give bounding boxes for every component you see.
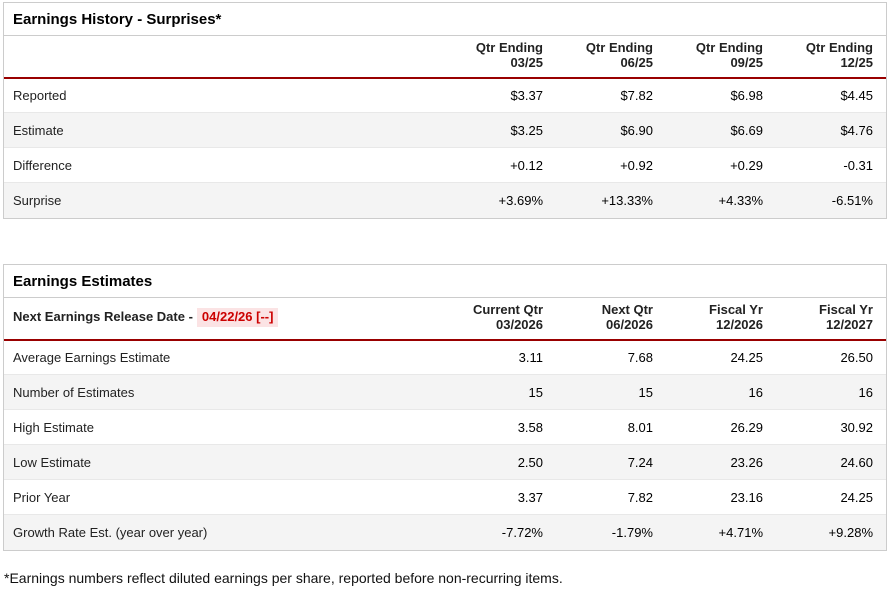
history-col-header-4: Qtr Ending 12/25 xyxy=(776,36,886,79)
cell-value: 24.25 xyxy=(776,479,886,516)
earnings-estimates-title: Earnings Estimates xyxy=(4,265,886,298)
cell-value: +0.92 xyxy=(556,147,666,184)
row-label: Number of Estimates xyxy=(4,374,446,411)
cell-value: 24.25 xyxy=(666,339,776,376)
col-header-line2: 12/25 xyxy=(840,54,873,70)
cell-value: $7.82 xyxy=(556,77,666,114)
earnings-estimates-table: Earnings Estimates Next Earnings Release… xyxy=(3,263,887,551)
cell-value: 23.26 xyxy=(666,444,776,481)
table-row: High Estimate 3.58 8.01 26.29 30.92 xyxy=(4,409,886,446)
col-header-line2: 12/2026 xyxy=(716,316,763,332)
row-label: Low Estimate xyxy=(4,444,446,481)
cell-value: $3.25 xyxy=(446,112,556,149)
earnings-history-grid: Qtr Ending 03/25 Qtr Ending 06/25 Qtr Endi… xyxy=(4,36,886,218)
col-header-line1: Qtr Ending xyxy=(805,40,873,55)
cell-value: 26.29 xyxy=(666,409,776,446)
col-header-line1: Next Qtr xyxy=(601,301,653,317)
cell-value: 16 xyxy=(776,374,886,411)
cell-value: +0.12 xyxy=(446,147,556,184)
row-label: Surprise xyxy=(4,182,446,218)
estimates-col-header-3: Fiscal Yr 12/2026 xyxy=(666,297,776,341)
cell-value: 7.24 xyxy=(556,444,666,481)
col-header-line2: 12/2027 xyxy=(826,316,873,332)
row-label: Average Earnings Estimate xyxy=(4,339,446,376)
cell-value: +4.33% xyxy=(666,182,776,218)
col-header-line1: Fiscal Yr xyxy=(819,301,873,317)
estimates-header-row: Next Earnings Release Date -04/22/26 [--… xyxy=(4,297,886,341)
cell-value: -0.31 xyxy=(776,147,886,184)
col-header-line2: 03/25 xyxy=(510,54,543,70)
next-earnings-release: Next Earnings Release Date -04/22/26 [--… xyxy=(4,297,446,341)
cell-value: +3.69% xyxy=(446,182,556,218)
row-label: Estimate xyxy=(4,112,446,149)
history-col-header-3: Qtr Ending 09/25 xyxy=(666,36,776,79)
cell-value: -6.51% xyxy=(776,182,886,218)
history-col-header-2: Qtr Ending 06/25 xyxy=(556,36,666,79)
cell-value: 15 xyxy=(556,374,666,411)
col-header-line1: Qtr Ending xyxy=(585,40,653,55)
cell-value: +9.28% xyxy=(776,514,886,550)
table-row: Number of Estimates 15 15 16 16 xyxy=(4,374,886,411)
table-row: Average Earnings Estimate 3.11 7.68 24.2… xyxy=(4,339,886,376)
cell-value: 24.60 xyxy=(776,444,886,481)
table-row: Low Estimate 2.50 7.24 23.26 24.60 xyxy=(4,444,886,481)
cell-value: 30.92 xyxy=(776,409,886,446)
cell-value: $6.69 xyxy=(666,112,776,149)
table-row: Difference +0.12 +0.92 +0.29 -0.31 xyxy=(4,147,886,184)
cell-value: 8.01 xyxy=(556,409,666,446)
history-header-row: Qtr Ending 03/25 Qtr Ending 06/25 Qtr Endi… xyxy=(4,36,886,79)
cell-value: 3.58 xyxy=(446,409,556,446)
cell-value: -1.79% xyxy=(556,514,666,550)
cell-value: 26.50 xyxy=(776,339,886,376)
estimates-col-header-1: Current Qtr 03/2026 xyxy=(446,297,556,341)
col-header-line1: Qtr Ending xyxy=(475,40,543,55)
row-label: Reported xyxy=(4,77,446,114)
col-header-line1: Fiscal Yr xyxy=(709,301,763,317)
cell-value: +4.71% xyxy=(666,514,776,550)
table-row: Prior Year 3.37 7.82 23.16 24.25 xyxy=(4,479,886,516)
col-header-line2: 09/25 xyxy=(730,54,763,70)
row-label: Prior Year xyxy=(4,479,446,516)
table-row: Growth Rate Est. (year over year) -7.72%… xyxy=(4,514,886,550)
cell-value: $4.45 xyxy=(776,77,886,114)
cell-value: +0.29 xyxy=(666,147,776,184)
cell-value: $6.90 xyxy=(556,112,666,149)
history-col-header-1: Qtr Ending 03/25 xyxy=(446,36,556,79)
earnings-history-title: Earnings History - Surprises* xyxy=(4,3,886,36)
cell-value: 3.11 xyxy=(446,339,556,376)
col-header-line1: Current Qtr xyxy=(472,301,543,317)
cell-value: 2.50 xyxy=(446,444,556,481)
col-header-line2: 06/25 xyxy=(620,54,653,70)
cell-value: 7.68 xyxy=(556,339,666,376)
table-row: Estimate $3.25 $6.90 $6.69 $4.76 xyxy=(4,112,886,149)
earnings-footnote: *Earnings numbers reflect diluted earnin… xyxy=(4,569,563,586)
release-date-badge: 04/22/26 [--] xyxy=(196,308,279,328)
cell-value: $3.37 xyxy=(446,77,556,114)
cell-value: 3.37 xyxy=(446,479,556,516)
row-label: High Estimate xyxy=(4,409,446,446)
cell-value: 7.82 xyxy=(556,479,666,516)
cell-value: -7.72% xyxy=(446,514,556,550)
table-row: Reported $3.37 $7.82 $6.98 $4.45 xyxy=(4,77,886,114)
row-label: Growth Rate Est. (year over year) xyxy=(4,514,446,550)
estimates-col-header-4: Fiscal Yr 12/2027 xyxy=(776,297,886,341)
earnings-estimates-grid: Next Earnings Release Date -04/22/26 [--… xyxy=(4,297,886,550)
table-row: Surprise +3.69% +13.33% +4.33% -6.51% xyxy=(4,182,886,218)
col-header-line1: Qtr Ending xyxy=(695,40,763,55)
cell-value: 23.16 xyxy=(666,479,776,516)
cell-value: 16 xyxy=(666,374,776,411)
earnings-history-table: Earnings History - Surprises* Qtr Ending… xyxy=(3,2,887,219)
row-label: Difference xyxy=(4,147,446,184)
col-header-line2: 06/2026 xyxy=(606,316,653,332)
cell-value: $6.98 xyxy=(666,77,776,114)
release-label: Next Earnings Release Date - xyxy=(13,309,193,325)
estimates-col-header-2: Next Qtr 06/2026 xyxy=(556,297,666,341)
cell-value: +13.33% xyxy=(556,182,666,218)
header-spacer xyxy=(4,36,446,79)
cell-value: $4.76 xyxy=(776,112,886,149)
col-header-line2: 03/2026 xyxy=(496,316,543,332)
cell-value: 15 xyxy=(446,374,556,411)
